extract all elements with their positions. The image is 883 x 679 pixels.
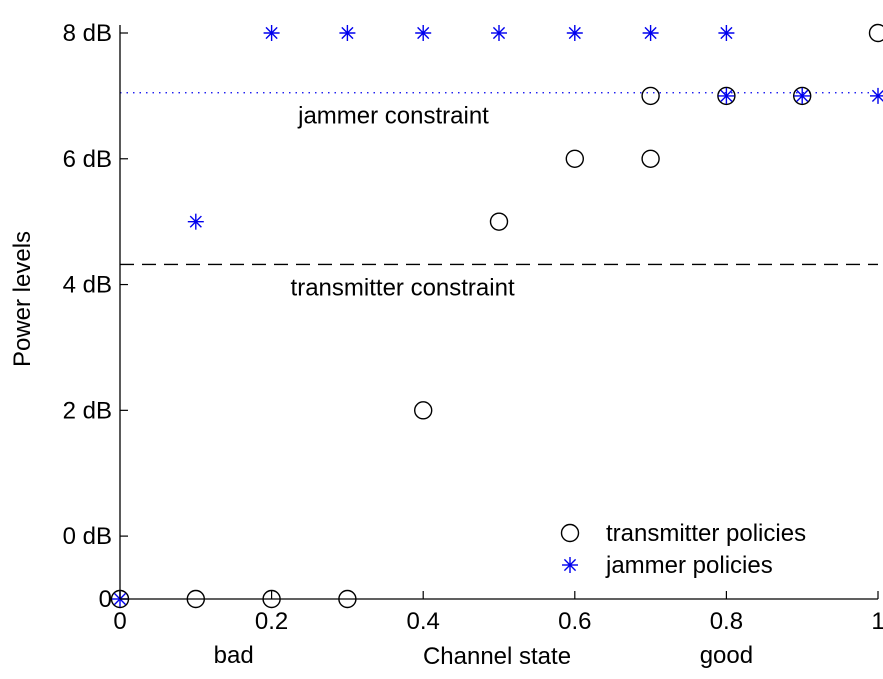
x-tick-label: 1 [871, 608, 883, 635]
transmitter-point [868, 23, 883, 43]
jammer-point [187, 213, 204, 230]
y-tick-label: 2 dB [63, 397, 112, 424]
legend-entry: transmitter policies [606, 520, 806, 547]
y-tick-label: 4 dB [63, 272, 112, 299]
x-region-label: good [700, 642, 753, 669]
y-tick-label: 0 dB [63, 523, 112, 550]
reference-lines: jammer constraint transmitter constraint [120, 92, 878, 301]
axes: 0 0.2 0.4 0.6 0.8 1 0 0 dB 2 dB 4 dB 6 dB 8 dB bad go… [63, 20, 883, 669]
transmitter-point [565, 149, 584, 168]
y-tick-label: 0 [99, 586, 112, 613]
jammer-point [491, 25, 507, 41]
transmitter-point [489, 212, 509, 231]
jammer-point [642, 25, 659, 41]
transmitter-point [717, 86, 736, 106]
jammer-point [718, 25, 735, 41]
legend: transmitter policies jammer policies [560, 520, 806, 579]
jammer-point [339, 25, 356, 41]
constraint-label: transmitter constraint [291, 274, 515, 301]
jammer-point [718, 87, 735, 104]
jammer-point [794, 87, 811, 104]
jammer-point [870, 87, 883, 104]
x-tick-label: 0 [113, 608, 126, 635]
constraint-label: jammer constraint [297, 103, 489, 130]
y-axis-label: Power levels [9, 231, 36, 367]
jammer-point [415, 25, 432, 41]
jammer-point [263, 25, 280, 41]
x-tick-label: 0.8 [710, 608, 743, 635]
x-tick-label: 0.6 [558, 608, 591, 635]
legend-marker [560, 523, 580, 543]
x-region-label: bad [214, 642, 254, 669]
legend-marker [562, 557, 578, 573]
transmitter-point [641, 149, 660, 168]
transmitter-point [414, 401, 433, 420]
x-axis-label: Channel state [423, 643, 571, 670]
x-tick-label: 0.2 [255, 608, 288, 635]
transmitter-point [793, 86, 812, 106]
y-tick-label: 6 dB [63, 146, 112, 173]
x-tick-label: 0.4 [407, 608, 440, 635]
legend-entry: jammer policies [605, 552, 773, 579]
jammer-point [566, 25, 583, 41]
y-tick-label: 8 dB [63, 20, 112, 47]
transmitter-point [641, 86, 660, 106]
